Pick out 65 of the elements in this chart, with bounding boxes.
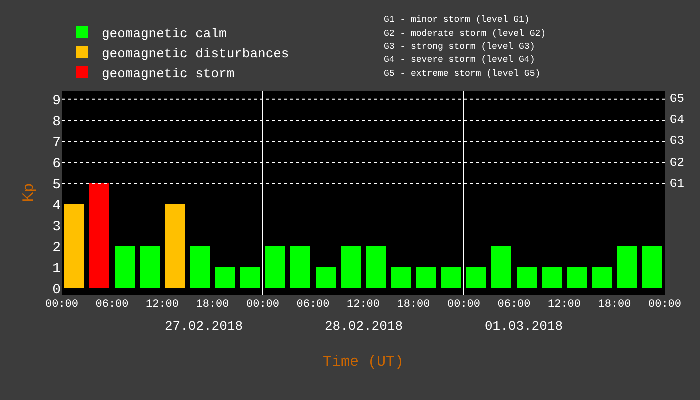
bar <box>592 268 612 289</box>
text: 28.02.2018 <box>325 319 404 334</box>
x-tick-label: 00:00 <box>45 299 79 311</box>
ref-line-label: G5 <box>670 92 684 106</box>
bar <box>140 246 160 289</box>
bar <box>266 246 286 289</box>
x-tick-label: 12:00 <box>146 299 180 311</box>
text: G5 - extreme storm (level G5) <box>384 69 541 79</box>
text: 27.02.2018 <box>165 319 244 334</box>
x-tick-label: 00:00 <box>246 299 280 311</box>
legend-label: geomagnetic calm <box>102 26 228 42</box>
bar <box>542 268 562 289</box>
y-tick-label: 9 <box>52 93 61 110</box>
bar <box>391 268 412 289</box>
text: G1 - minor storm (level G1) <box>384 15 530 25</box>
x-tick-label: 00:00 <box>648 299 682 311</box>
y-tick-label: 2 <box>52 240 61 257</box>
text: G3 - strong storm (level G3) <box>384 42 536 52</box>
y-tick-label: 5 <box>52 177 61 194</box>
ref-line-label: G1 <box>670 177 684 191</box>
bar <box>290 246 311 289</box>
x-axis-title: Time (UT) <box>322 354 404 371</box>
bar <box>466 268 487 289</box>
x-tick-label: 06:00 <box>498 299 531 311</box>
x-tick-label: 12:00 <box>346 299 380 311</box>
y-tick-label: 0 <box>52 282 61 299</box>
x-tick-label: 18:00 <box>598 299 632 311</box>
bar <box>516 268 537 289</box>
bar <box>567 268 588 289</box>
y-tick-label: 7 <box>52 135 61 152</box>
bar <box>190 246 210 289</box>
text: G4 - severe storm (level G4) <box>384 55 536 65</box>
text: 01.03.2018 <box>485 319 564 334</box>
bar <box>416 268 436 289</box>
legend-label: geomagnetic storm <box>102 66 235 82</box>
bar <box>492 246 512 289</box>
bar <box>366 246 386 289</box>
bar <box>64 204 85 289</box>
ref-line-label: G4 <box>670 113 684 127</box>
x-tick-label: 00:00 <box>447 299 481 311</box>
legend-label: geomagnetic disturbances <box>102 46 290 62</box>
y-tick-label: 8 <box>52 114 61 130</box>
y-tick-label: 1 <box>52 262 61 278</box>
x-tick-label: 12:00 <box>548 299 582 311</box>
bar <box>617 246 638 289</box>
x-tick-label: 06:00 <box>296 299 330 311</box>
bar <box>642 246 662 289</box>
bar <box>114 246 135 289</box>
y-tick-label: 4 <box>52 198 61 214</box>
ref-line-label: G3 <box>670 134 684 148</box>
bar <box>316 268 336 289</box>
y-tick-label: 3 <box>52 220 61 236</box>
bar <box>90 184 110 289</box>
bar <box>240 268 260 289</box>
bar <box>165 204 186 289</box>
bar <box>340 246 361 289</box>
y-axis-title: Kp <box>20 184 37 202</box>
ref-line-label: G2 <box>670 156 684 170</box>
x-tick-label: 18:00 <box>196 299 230 311</box>
bar <box>441 268 462 289</box>
text: G2 - moderate storm (level G2) <box>384 29 546 39</box>
bar <box>215 268 236 289</box>
x-tick-label: 06:00 <box>96 299 129 311</box>
x-tick-label: 18:00 <box>397 299 430 311</box>
y-tick-label: 6 <box>52 156 61 172</box>
